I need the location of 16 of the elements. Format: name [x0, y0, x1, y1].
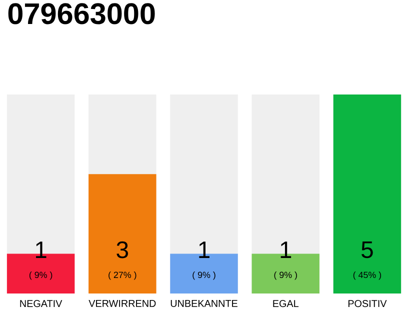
- x-tick-label: EGAL: [273, 300, 299, 307]
- data-label: ( 27% ): [108, 271, 136, 280]
- data-label: ( 9% ): [274, 271, 297, 280]
- x-tick-label: VERWIRREND: [88, 300, 156, 307]
- x-tick-label: NEGATIV: [20, 300, 62, 307]
- annotation: 1: [280, 241, 292, 258]
- annotation: 5: [362, 241, 373, 258]
- data-label: ( 45% ): [353, 271, 382, 280]
- data-label: ( 9% ): [192, 271, 216, 280]
- x-tick-label: UNBEKANNTE: [170, 300, 238, 307]
- x-tick-label: POSITIV: [348, 300, 387, 307]
- annotation: 3: [116, 241, 128, 258]
- data-label: ( 9% ): [29, 271, 52, 280]
- chart-title: 079663000: [8, 2, 155, 24]
- annotation: 1: [36, 241, 46, 258]
- annotation: 1: [199, 241, 210, 258]
